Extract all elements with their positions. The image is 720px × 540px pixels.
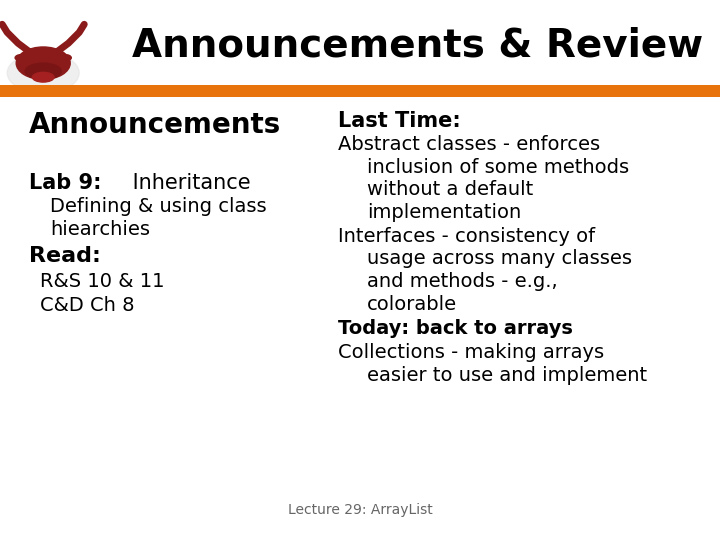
Text: Abstract classes - enforces: Abstract classes - enforces xyxy=(338,135,600,154)
Text: Interfaces - consistency of: Interfaces - consistency of xyxy=(338,227,595,246)
Text: implementation: implementation xyxy=(367,203,521,222)
Ellipse shape xyxy=(7,52,79,93)
Text: Read:: Read: xyxy=(29,246,101,266)
Text: Lab 9:: Lab 9: xyxy=(29,173,102,193)
Text: usage across many classes: usage across many classes xyxy=(367,249,632,268)
Text: inclusion of some methods: inclusion of some methods xyxy=(367,158,629,177)
Text: C&D Ch 8: C&D Ch 8 xyxy=(40,296,134,315)
Text: easier to use and implement: easier to use and implement xyxy=(367,366,647,384)
Ellipse shape xyxy=(32,72,54,82)
Text: and methods - e.g.,: and methods - e.g., xyxy=(367,272,558,291)
Ellipse shape xyxy=(58,55,71,61)
Text: Today: back to arrays: Today: back to arrays xyxy=(338,319,573,338)
Ellipse shape xyxy=(15,55,28,61)
Text: R&S 10 & 11: R&S 10 & 11 xyxy=(40,272,164,291)
Text: Announcements & Review: Announcements & Review xyxy=(132,27,703,65)
Ellipse shape xyxy=(16,47,70,79)
Text: colorable: colorable xyxy=(367,295,457,314)
Text: hiearchies: hiearchies xyxy=(50,220,150,239)
Ellipse shape xyxy=(25,63,61,79)
Text: Inheritance: Inheritance xyxy=(126,173,251,193)
Bar xyxy=(0,85,720,97)
Text: Announcements: Announcements xyxy=(29,111,281,139)
Text: without a default: without a default xyxy=(367,180,534,199)
Text: Lecture 29: ArrayList: Lecture 29: ArrayList xyxy=(287,503,433,517)
Text: Collections - making arrays: Collections - making arrays xyxy=(338,343,605,362)
Text: Defining & using class: Defining & using class xyxy=(50,197,267,216)
Text: Last Time:: Last Time: xyxy=(338,111,461,131)
